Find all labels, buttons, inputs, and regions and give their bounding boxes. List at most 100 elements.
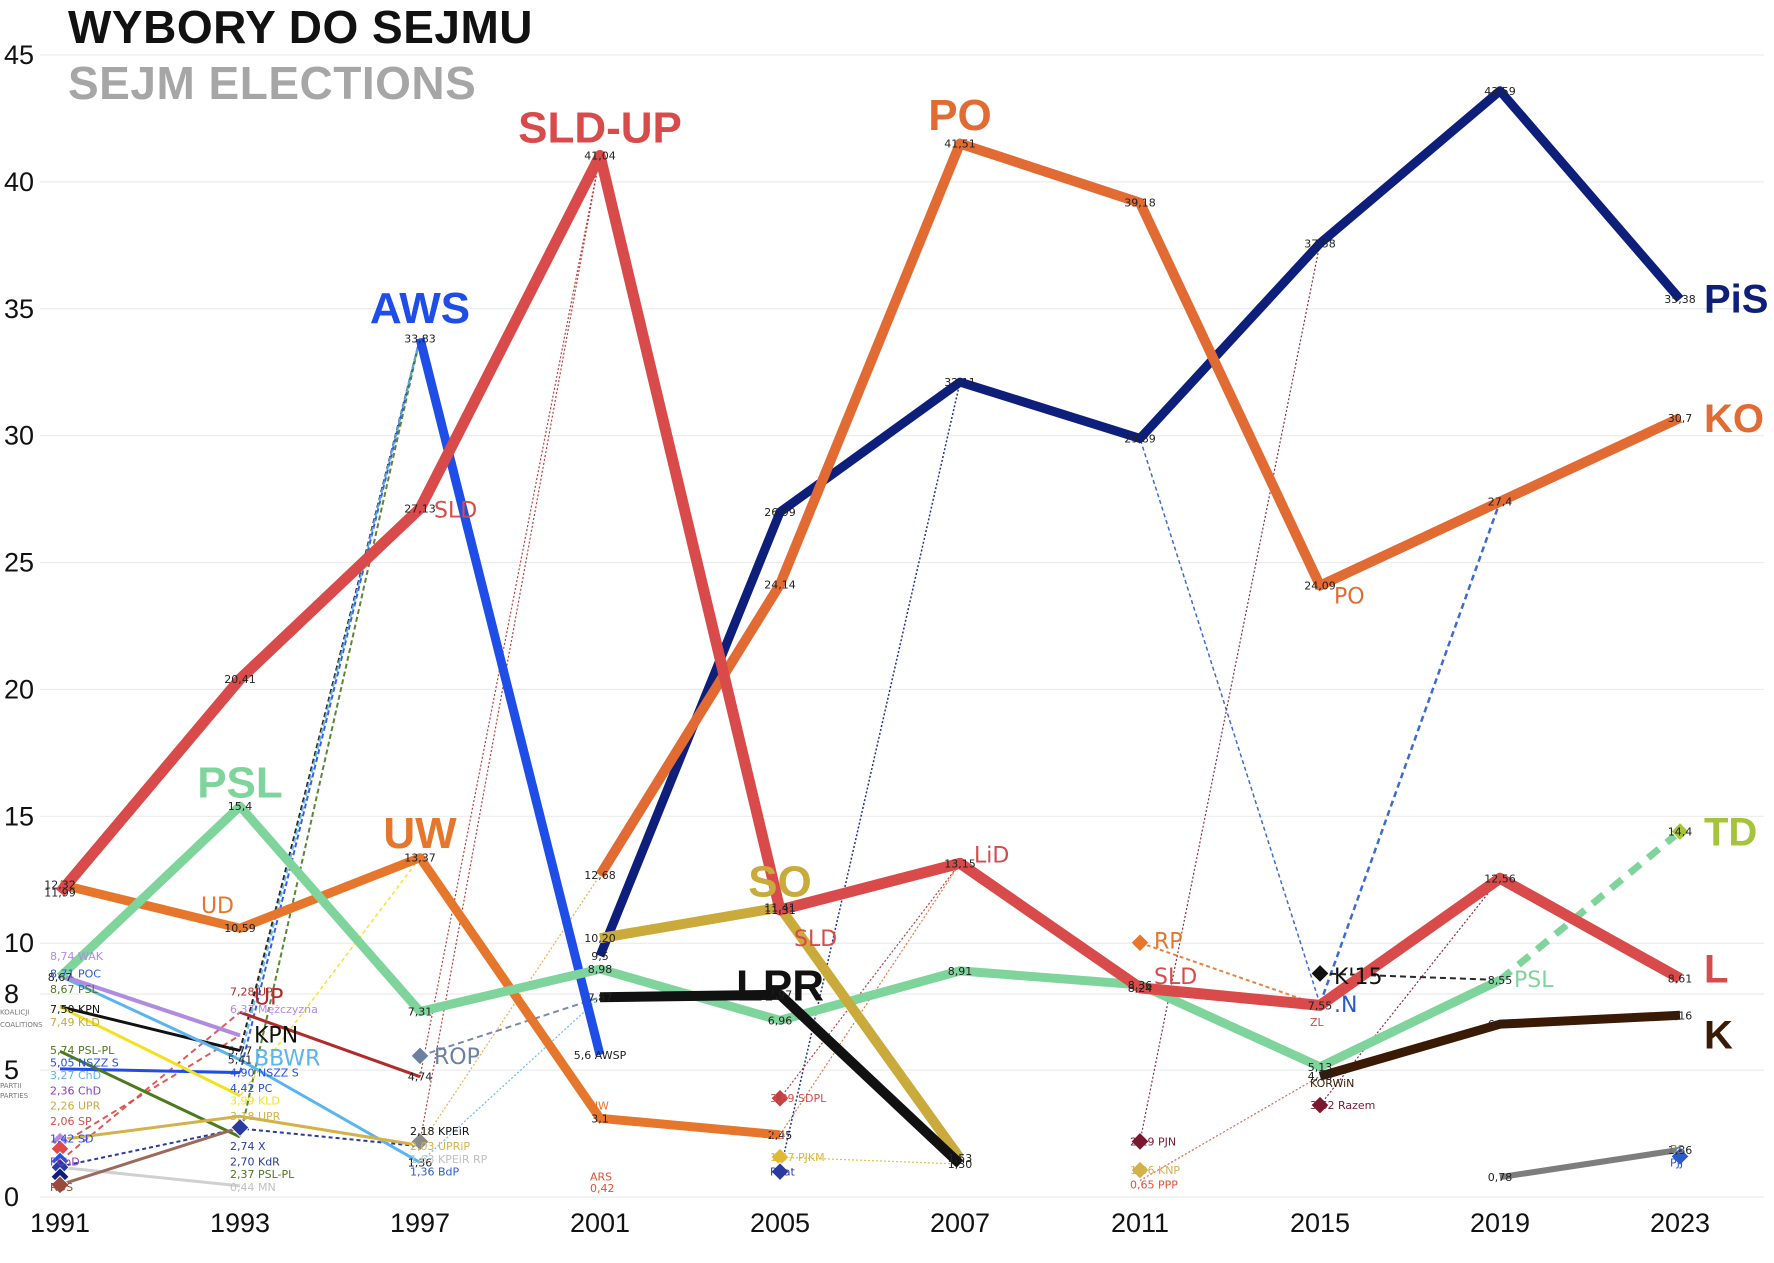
- minor-party-label: 2,26 UPR: [50, 1100, 101, 1113]
- party-label: AWS: [370, 284, 470, 333]
- minor-party-label: 7,50 KPN: [50, 1003, 100, 1016]
- minor-party-label: RPat: [770, 1166, 796, 1179]
- data-label: 30,7: [1668, 412, 1693, 425]
- data-label: 24,09: [1304, 580, 1336, 593]
- transfer-line: [779, 862, 961, 1099]
- minor-party-label: 2,74 X: [230, 1140, 266, 1153]
- data-labels: 9,5 26,99 32,11 29,89 37,58 43,59 35,38 12,68 24…: [0, 85, 1768, 1195]
- transfer-line: [419, 155, 601, 1142]
- data-label: 29,89: [1124, 432, 1156, 445]
- left-note: KOALICJI: [0, 1008, 29, 1016]
- minor-party-label: 6,37 Mężczyzna: [230, 1003, 318, 1016]
- x-tick-label: 1993: [210, 1208, 270, 1238]
- data-label: 20,41: [224, 673, 256, 686]
- data-label: 6,81: [1488, 1018, 1513, 1031]
- y-tick-label: 10: [4, 928, 34, 958]
- title-block: WYBORY DO SEJMU SEJM ELECTIONS: [68, 0, 533, 106]
- data-label: 14,4: [1668, 826, 1693, 839]
- minor-party-label: 0,65 PPP: [1130, 1178, 1178, 1191]
- diamond-marker: [1670, 821, 1690, 842]
- data-label: 5,6 AWSP: [574, 1049, 627, 1062]
- y-tick-label: 8: [4, 979, 19, 1009]
- data-label: 15,4: [228, 800, 253, 813]
- x-tick-label: 1991: [30, 1208, 90, 1238]
- data-label: 41,04: [584, 149, 616, 162]
- data-label: 4,76: [1308, 1070, 1333, 1083]
- minor-party-label: 2,70 KdR: [230, 1155, 280, 1168]
- minor-party-label: 5,74 PSL-PL: [50, 1044, 115, 1057]
- party-label-small: SLD: [434, 498, 477, 523]
- party-label-small: PO: [1334, 585, 1365, 610]
- minor-party-label: PChD: [50, 1155, 80, 1168]
- data-label: 7,31: [408, 1005, 433, 1018]
- data-label: 10,20: [584, 932, 616, 945]
- diamond-marker: [1670, 1146, 1690, 1167]
- x-tick-label: 2001: [570, 1208, 630, 1238]
- transfer-line: [419, 874, 601, 1146]
- y-tick-label: 20: [4, 674, 34, 704]
- minor-party-label: 8,67 PSL: [50, 983, 99, 996]
- data-label: 4,74: [408, 1071, 433, 1084]
- transfer-line: [239, 338, 421, 1060]
- diamond-marker: [770, 1161, 790, 1182]
- y-tick-label: 5: [4, 1055, 19, 1085]
- transfer-line: [419, 996, 601, 1163]
- party-label-small: .N: [1334, 993, 1357, 1018]
- minor-party-label: UW: [590, 1100, 609, 1113]
- minor-party-label: 4,42 PC: [230, 1082, 273, 1095]
- data-label: 8,98: [588, 963, 613, 976]
- data-label: 27,13: [404, 503, 436, 516]
- diamond-marker: [770, 1088, 790, 1108]
- transfer-line: [419, 996, 601, 1057]
- party-label-small: ROP: [434, 1045, 480, 1070]
- data-label: 37,58: [1304, 237, 1336, 250]
- party-label-small: RP: [1154, 930, 1183, 955]
- data-label: 2,45: [768, 1129, 793, 1142]
- data-label: 26,99: [764, 506, 796, 519]
- data-label: 13,37: [404, 852, 436, 865]
- minor-party-label: 1,36 BdP: [410, 1166, 460, 1179]
- data-label: 24,14: [764, 578, 796, 591]
- series-line-psl-pl: [59, 1049, 241, 1139]
- data-label: 8,61: [1668, 972, 1693, 985]
- series-line-kpn: [59, 1005, 241, 1053]
- minor-party-label: 5,05 NSZZ S: [50, 1056, 119, 1069]
- diamond-marker: [230, 1117, 250, 1138]
- data-label: 6,96: [768, 1014, 793, 1027]
- data-label: 7,16: [1668, 1009, 1693, 1022]
- minor-party-label: 2,06 SP: [50, 1115, 92, 1128]
- party-label-small: BBWR: [254, 1046, 320, 1071]
- data-label: 33,83: [404, 332, 436, 345]
- series-line-td: [1497, 828, 1683, 983]
- series-line-kld: [59, 1005, 241, 1098]
- transfer-line: [1139, 438, 1321, 1005]
- party-label-small: K'15: [1334, 965, 1382, 990]
- transfer-line: [239, 338, 421, 1073]
- party-label: UW: [383, 809, 457, 858]
- chart-subtitle: SEJM ELECTIONS: [68, 57, 477, 109]
- data-label: 11,99: [44, 887, 76, 900]
- series-line-zchn: [59, 973, 241, 1038]
- x-tick-label: 2023: [1650, 1208, 1710, 1238]
- series-line-pc: [59, 1067, 241, 1075]
- series-line-bbwr: [59, 974, 421, 1164]
- data-label: 41,51: [944, 138, 976, 151]
- diamond-marker: [1130, 933, 1150, 953]
- data-label: 32,11: [944, 376, 976, 389]
- transfer-line: [239, 857, 421, 1097]
- minor-party-label: 2,19 PJN: [1130, 1135, 1176, 1148]
- y-tick-label: 25: [4, 548, 34, 578]
- transfer-line: [1319, 972, 1501, 982]
- minor-party-label: 0,44 MN: [230, 1181, 276, 1194]
- transfer-line: [59, 1011, 241, 1162]
- x-tick-label: 2015: [1290, 1208, 1350, 1238]
- series-line-lpr: [599, 989, 964, 1168]
- party-label: PSL: [197, 758, 283, 807]
- minor-party-label: BS: [1670, 1143, 1684, 1156]
- transfer-line: [1318, 501, 1502, 1005]
- minor-party-markers: [50, 821, 1690, 1195]
- minor-party-label: 2,03 UPRiP: [410, 1140, 470, 1153]
- minor-party-label: 3,62 Razem: [1310, 1099, 1375, 1112]
- series-line-sld: [55, 149, 1683, 1011]
